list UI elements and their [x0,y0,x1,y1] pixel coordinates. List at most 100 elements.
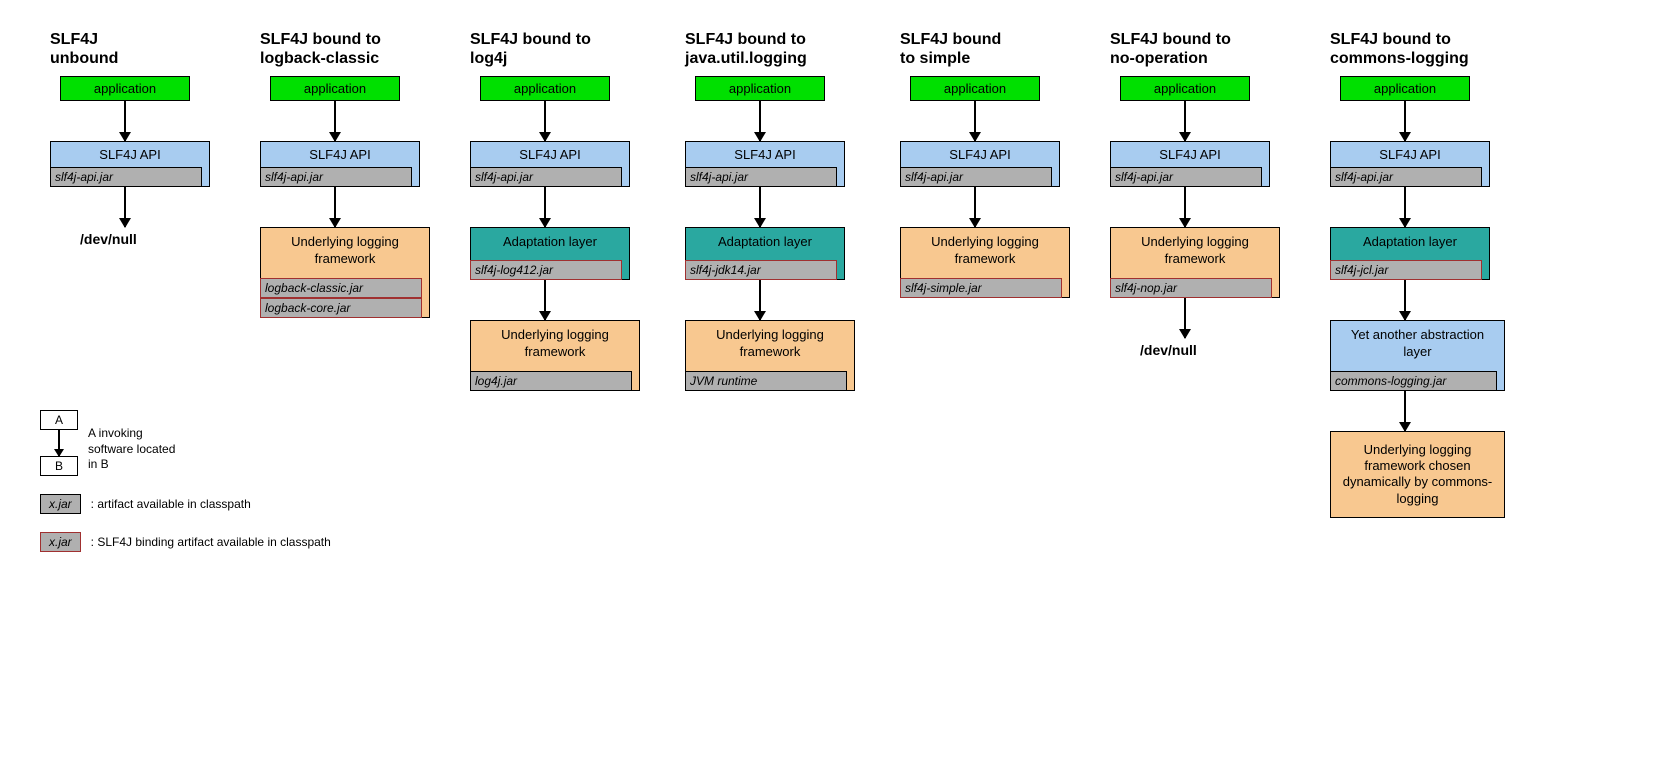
arrow-icon [1404,101,1406,141]
arrow-icon [759,187,761,227]
framework-box: Underlying logging frameworklogback-clas… [260,227,430,318]
adaptation-box: Adaptation layerslf4j-jcl.jar [1330,227,1490,280]
slf4j-api-box: SLF4J APIslf4j-api.jar [470,141,630,187]
slf4j-api-box: SLF4J APIslf4j-api.jar [1110,141,1270,187]
slf4j-api-box: SLF4J APIslf4j-api.jar [260,141,420,187]
jar-label: commons-logging.jar [1330,371,1497,391]
jar-label: slf4j-api.jar [900,167,1052,187]
api-label: SLF4J API [901,147,1059,166]
jar-label: slf4j-api.jar [50,167,202,187]
column-title: SLF4J bound to no-operation [1110,30,1300,68]
jar-label: logback-classic.jar [260,278,422,298]
application-box: application [480,76,610,101]
arrow-icon [544,280,546,320]
application-box: application [1340,76,1470,101]
application-box: application [910,76,1040,101]
slf4j-api-box: SLF4J APIslf4j-api.jar [50,141,210,187]
framework-label: Underlying logging framework [686,327,854,370]
jar-label: slf4j-api.jar [470,167,622,187]
adaptation-box: Adaptation layerslf4j-log412.jar [470,227,630,280]
legend-binding-box: x.jar [40,532,81,552]
legend-invoke-text: A invoking software located in B [88,410,175,473]
column: SLF4J bound to log4j application SLF4J API… [470,30,660,391]
arrow-icon [124,187,126,227]
legend-binding-text: : SLF4J binding artifact available in cl… [91,535,331,549]
abstraction-label: Yet another abstraction layer [1331,327,1504,370]
jar-label: slf4j-api.jar [1330,167,1482,187]
jar-label: slf4j-jcl.jar [1330,260,1482,280]
legend-box-b: B [40,456,78,476]
adaptation-label: Adaptation layer [471,234,629,259]
column-title: SLF4J bound to java.util.logging [685,30,875,68]
legend: A B A invoking software located in B x.j… [40,410,331,552]
legend-jar: x.jar : artifact available in classpath [40,494,331,514]
slf4j-api-box: SLF4J APIslf4j-api.jar [685,141,845,187]
jar-label: slf4j-log412.jar [470,260,622,280]
column: SLF4J bound to simple application SLF4J AP… [900,30,1090,298]
framework-label: Underlying logging framework [261,234,429,277]
jar-label: slf4j-api.jar [260,167,412,187]
framework-box: Underlying logging frameworkslf4j-simple… [900,227,1070,298]
arrow-icon [1404,391,1406,431]
jar-label: slf4j-simple.jar [900,278,1062,298]
adaptation-label: Adaptation layer [1331,234,1489,259]
jar-label: logback-core.jar [260,298,422,318]
api-label: SLF4J API [51,147,209,166]
arrow-icon [1404,280,1406,320]
column-title: SLF4J bound to logback-classic [260,30,450,68]
arrow-icon [544,101,546,141]
arrow-icon [124,101,126,141]
adaptation-box: Adaptation layerslf4j-jdk14.jar [685,227,845,280]
legend-jar-text: : artifact available in classpath [91,497,251,511]
arrow-icon [544,187,546,227]
framework-label: Underlying logging framework [901,234,1069,277]
column: SLF4J bound to commons-logging applicatio… [1330,30,1520,518]
column: SLF4J bound to logback-classic applicatio… [260,30,450,318]
framework-box: Underlying logging frameworklog4j.jar [470,320,640,391]
column-title: SLF4J bound to simple [900,30,1090,68]
application-box: application [1120,76,1250,101]
jar-label: slf4j-api.jar [1110,167,1262,187]
arrow-icon [974,187,976,227]
column: SLF4J bound to java.util.loggingapplicat… [685,30,875,391]
arrow-icon [974,101,976,141]
jar-label: slf4j-jdk14.jar [685,260,837,280]
dev-null-label: /dev/null [80,231,240,247]
diagram-canvas: A B A invoking software located in B x.j… [20,20,1660,750]
jar-label: slf4j-api.jar [685,167,837,187]
jar-label: slf4j-nop.jar [1110,278,1272,298]
slf4j-api-box: SLF4J APIslf4j-api.jar [1330,141,1490,187]
jar-label: log4j.jar [470,371,632,391]
column: SLF4J bound to no-operation application SL… [1110,30,1300,358]
legend-invoke: A B A invoking software located in B [40,410,331,476]
api-label: SLF4J API [1111,147,1269,166]
api-label: SLF4J API [261,147,419,166]
legend-jar-box: x.jar [40,494,81,514]
column-title: SLF4J unbound [50,30,240,68]
arrow-icon [759,101,761,141]
column-title: SLF4J bound to log4j [470,30,660,68]
adaptation-label: Adaptation layer [686,234,844,259]
jar-label: JVM runtime [685,371,847,391]
arrow-icon [1184,101,1186,141]
api-label: SLF4J API [471,147,629,166]
api-label: SLF4J API [686,147,844,166]
dev-null-label: /dev/null [1140,342,1300,358]
framework-box: Underlying logging frameworkJVM runtime [685,320,855,391]
column-title: SLF4J bound to commons-logging [1330,30,1520,68]
application-box: application [60,76,190,101]
api-label: SLF4J API [1331,147,1489,166]
arrow-icon [1184,298,1186,338]
legend-box-a: A [40,410,78,430]
slf4j-api-box: SLF4J APIslf4j-api.jar [900,141,1060,187]
application-box: application [270,76,400,101]
framework-box: Underlying logging frameworkslf4j-nop.ja… [1110,227,1280,298]
arrow-icon [1404,187,1406,227]
arrow-icon [1184,187,1186,227]
legend-arrow-icon [58,430,60,456]
abstraction-box: Yet another abstraction layercommons-log… [1330,320,1505,391]
arrow-icon [334,101,336,141]
arrow-icon [759,280,761,320]
column: SLF4J unbound application SLF4J APIslf4j-a… [50,30,240,247]
legend-binding: x.jar : SLF4J binding artifact available… [40,532,331,552]
